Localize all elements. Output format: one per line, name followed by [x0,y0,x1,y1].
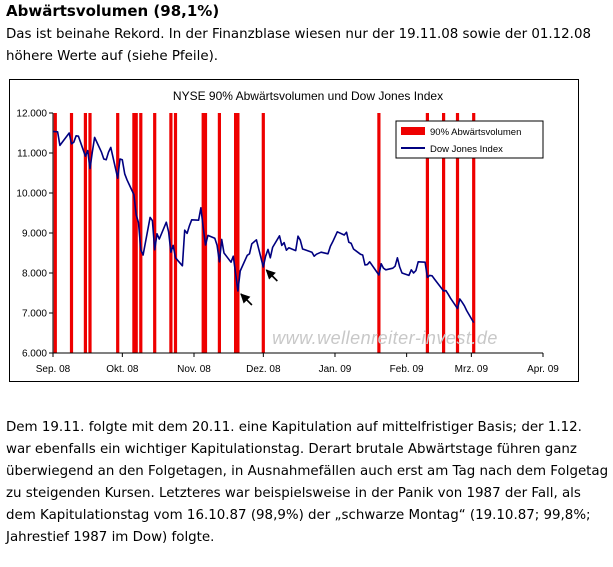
intro-paragraph: Das ist beinahe Rekord. In der Finanzbla… [6,24,611,68]
downvolume-bar [472,113,476,353]
capitulation-arrow [240,293,253,306]
legend-label-line: Dow Jones Index [430,144,503,155]
legend-label-bars: 90% Abwärtsvolumen [430,127,521,138]
capitulation-arrow [265,269,278,282]
x-tick-label: Nov. 08 [177,364,211,375]
downvolume-bar [261,113,265,353]
downvolume-bar [236,113,240,353]
downvolume-bar [234,113,238,353]
downvolume-bar [53,113,57,353]
x-tick-label: Okt. 08 [106,364,139,375]
x-tick-label: Mrz. 09 [455,364,489,375]
chart-title: NYSE 90% Abwärtsvolumen und Dow Jones In… [173,89,443,103]
x-tick-label: Dez. 08 [246,364,281,375]
downvolume-bar [69,113,74,353]
x-tick-label: Jan. 09 [319,364,352,375]
y-tick-label: 8.000 [22,269,47,280]
outro-line: zu steigenden Kursen. Letzteres war beis… [6,486,581,501]
downvolume-bar [139,113,143,353]
intro-line: Das ist beinahe Rekord. In der Finanzbla… [6,27,591,42]
legend-swatch-bars [401,127,425,135]
y-tick-label: 10.000 [16,189,47,200]
x-tick-label: Apr. 09 [527,364,559,375]
y-tick-label: 7.000 [22,309,47,320]
y-tick-label: 9.000 [22,229,47,240]
y-tick-label: 11.000 [17,149,47,160]
downvolume-bar [132,113,136,353]
y-tick-label: 12.000 [16,109,47,120]
watermark-text: www.wellenreiter-invest.de [272,328,498,348]
outro-line: Dem 19.11. folgte mit dem 20.11. eine Ka… [6,420,582,435]
downvolume-bar [442,113,446,353]
outro-paragraph: Dem 19.11. folgte mit dem 20.11. eine Ka… [6,417,613,549]
dow-jones-line [52,130,475,324]
y-tick-label: 6.000 [22,349,47,360]
downvolume-bar [134,113,138,353]
downvolume-bar [88,113,92,353]
downvolume-bar [377,113,381,353]
downvolume-bar [153,113,157,353]
outro-line: war ebenfalls ein wichtiger Kapitulation… [6,442,577,457]
chart-frame: NYSE 90% Abwärtsvolumen und Dow Jones In… [9,79,579,382]
x-tick-label: Sep. 08 [36,364,71,375]
downvolume-bar [455,113,460,353]
downvolume-bar [217,113,221,353]
outro-line: dem Kapitulationstag vom 16.10.87 (98,9%… [6,508,591,523]
downvolume-bar [169,113,173,353]
dow-volume-chart: NYSE 90% Abwärtsvolumen und Dow Jones In… [16,89,559,375]
downvolume-bar [425,113,429,353]
downvolume-bar [203,113,208,353]
outro-line: Jahrestief 1987 im Dow) folgte. [6,530,215,545]
intro-line: höhere Werte auf (siehe Pfeile). [6,49,219,64]
downvolume-bar [116,113,120,353]
downvolume-bar [173,113,178,353]
x-tick-label: Feb. 09 [390,364,424,375]
outro-line: überwiegend an den Folgetagen, in Ausnah… [6,464,609,479]
downvolume-bar [83,113,87,353]
page-heading: Abwärtsvolumen (98,1%) [6,2,220,20]
